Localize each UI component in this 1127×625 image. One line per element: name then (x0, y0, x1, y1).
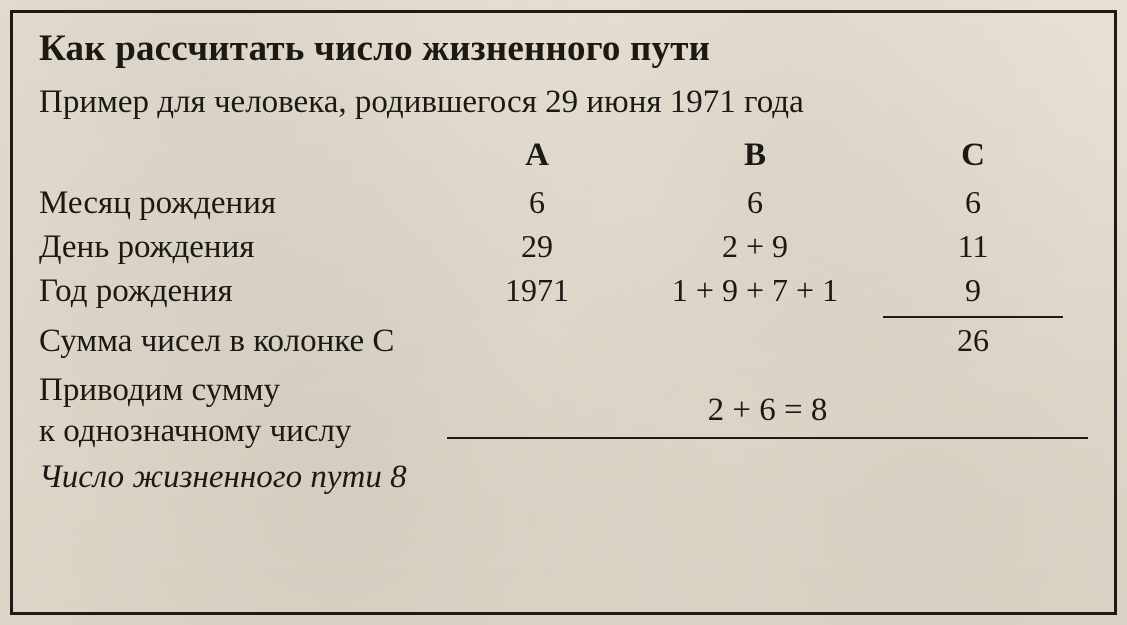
row-day-c: 11 (883, 228, 1063, 265)
row-day-a: 29 (447, 228, 627, 265)
row-year-label: Год рождения (39, 273, 439, 310)
row-year-a: 1971 (447, 272, 627, 309)
col-header-c: C (883, 137, 1063, 174)
reduce-label-line1: Приводим сумму (39, 372, 280, 408)
reduce-label: Приводим сумму к однозначному числу (39, 370, 439, 453)
row-month-c: 6 (883, 184, 1063, 221)
reduce-label-line2: к однозначному числу (39, 413, 351, 449)
calculation-table: A B C Месяц рождения 6 6 6 День рождения… (39, 137, 1088, 366)
row-year-b: 1 + 9 + 7 + 1 (635, 272, 875, 309)
row-month-b: 6 (635, 184, 875, 221)
calculation-card: Как рассчитать число жизненного пути При… (10, 10, 1117, 615)
row-year-c: 9 (883, 272, 1063, 309)
card-subtitle: Пример для человека, родившегося 29 июня… (39, 84, 1088, 121)
row-month-a: 6 (447, 184, 627, 221)
col-header-b: B (635, 137, 875, 174)
row-month-label: Месяц рождения (39, 185, 439, 222)
row-sum-c: 26 (883, 316, 1063, 359)
reduce-equation: 2 + 6 = 8 (447, 380, 1088, 439)
row-sum-label: Сумма чисел в колонке С (39, 323, 439, 360)
result-line: Число жизненного пути 8 (39, 459, 1088, 496)
row-day-b: 2 + 9 (635, 228, 875, 265)
col-header-a: A (447, 137, 627, 174)
card-title: Как рассчитать число жизненного пути (39, 27, 1088, 70)
row-day-label: День рождения (39, 229, 439, 266)
reduce-row: Приводим сумму к однозначному числу 2 + … (39, 370, 1088, 453)
